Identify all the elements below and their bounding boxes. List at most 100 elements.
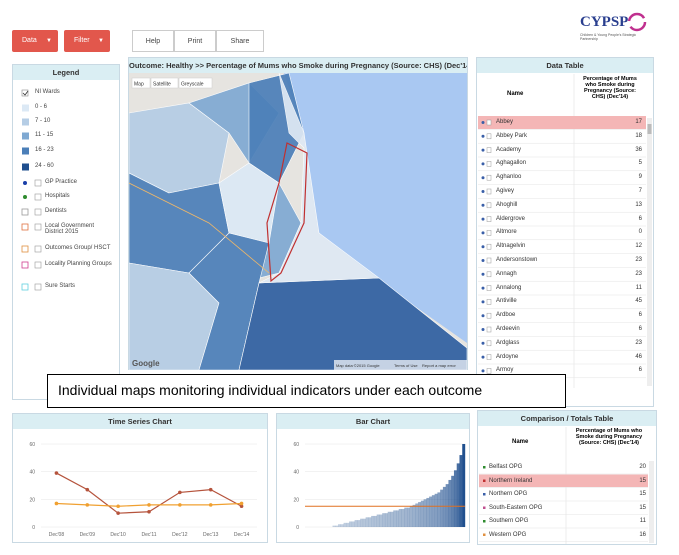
cell: South-Eastern OPG (489, 504, 543, 511)
cell: 15 (639, 491, 646, 497)
cell: Andersonstown (496, 257, 538, 263)
bar (362, 518, 366, 527)
scrollbar (649, 461, 654, 543)
x-tick-label: Dec'09 (80, 532, 96, 538)
svg (21, 89, 42, 291)
cell: Annalong (496, 284, 522, 291)
legend-label: 11 - 15 (35, 132, 54, 138)
row-icon (481, 134, 485, 138)
bar (335, 525, 339, 527)
cell: 9 (638, 174, 642, 181)
map-link: Report a map error (422, 363, 456, 368)
row-icon (481, 190, 485, 193)
checkbox (34, 283, 42, 291)
outline-swatch (21, 245, 29, 253)
legend-label: Outcomes Group/ HSCT (45, 245, 111, 251)
checkbox (34, 261, 42, 269)
cell: Aghagallon (496, 160, 527, 167)
row-icon (481, 203, 485, 207)
legend-label: 0 - 6 (35, 104, 48, 110)
cell: Belfast OPG (489, 464, 523, 470)
bar (340, 524, 344, 527)
bar-chart: Bar Chart 0 20 40 60 (276, 413, 470, 543)
bar (368, 517, 372, 527)
logo-title: CYPSP (580, 14, 629, 30)
point (239, 504, 244, 509)
bar (409, 506, 413, 527)
cell: 17 (635, 119, 642, 125)
row-icon (481, 148, 485, 152)
swatch (22, 118, 29, 126)
map-tab-label: Greyscale (181, 82, 204, 88)
row-icon (486, 188, 492, 195)
point (208, 503, 213, 507)
row-icon (486, 119, 492, 126)
toolbar-button[interactable]: Share (216, 30, 264, 52)
row-icon (486, 285, 492, 291)
cell: 23 (635, 257, 642, 263)
toolbar-button[interactable]: Help (132, 30, 174, 52)
checkbox (34, 245, 42, 253)
cell: Abbey (496, 119, 514, 125)
bar (462, 444, 466, 527)
row-icon (481, 341, 485, 345)
row-icon (486, 299, 492, 305)
bar (420, 500, 424, 527)
cell: 16 (639, 531, 646, 538)
legend-label: 16 - 23 (35, 147, 54, 153)
logo-subtitle: Children & Young People's Strategic Part… (580, 33, 637, 41)
comparison-panel: Comparison / Totals Table Name Percentage … (477, 410, 657, 545)
cell: Western OPG (489, 531, 527, 538)
toolbar-button[interactable]: Filter ▼ (64, 30, 110, 52)
bar (384, 513, 388, 527)
legend-label: 24 - 60 (35, 163, 54, 169)
row-highlight (478, 116, 646, 129)
y-tick-label: 40 (29, 470, 35, 476)
bar (404, 507, 408, 527)
cell: 12 (635, 243, 642, 250)
chart-title: Bar Chart (277, 414, 469, 429)
cell: 20 (639, 464, 646, 470)
cell: Ahoghill (496, 201, 518, 208)
row-icon (486, 161, 492, 167)
row-icon (481, 300, 485, 304)
cell: Academy (496, 146, 522, 153)
row-icon (483, 520, 486, 523)
legend-label: GP Practice (45, 179, 77, 185)
row-icon (483, 479, 486, 482)
svg: 0 20 40 60 Dec'08 Dec'09 Dec'10 Dec'11 Dec'12 Dec… (29, 442, 257, 538)
row-icon (481, 286, 485, 290)
row-icon (483, 506, 486, 509)
point (116, 511, 120, 515)
bar (451, 475, 455, 527)
cell: 6 (638, 312, 642, 319)
column-header: Name (507, 91, 524, 97)
cell: Ardglass (496, 339, 520, 346)
bar (387, 511, 391, 527)
cell: 36 (635, 146, 642, 153)
caption: Individual maps monitoring individual in… (47, 374, 566, 408)
bar (376, 514, 380, 527)
bar (456, 463, 460, 527)
point (85, 503, 90, 507)
point (178, 490, 182, 495)
cell: 46 (635, 353, 642, 360)
toolbar-button[interactable]: Data ▼ (12, 30, 58, 52)
comparison-title: Comparison / Totals Table (478, 411, 656, 426)
bar (351, 521, 355, 527)
bar (407, 507, 410, 527)
row-icon (481, 272, 485, 276)
toolbar-button[interactable]: Print (174, 30, 216, 52)
check (22, 90, 29, 96)
outline-swatch (21, 208, 29, 216)
bar (332, 525, 336, 527)
map-area (258, 73, 380, 284)
row-icon (481, 259, 485, 262)
row-icon (486, 133, 492, 140)
cell: Agivey (496, 188, 515, 194)
legend-title: Legend (13, 65, 119, 80)
row-icon (481, 162, 485, 166)
bar (426, 497, 430, 527)
x-tick-label: Dec'13 (203, 532, 219, 538)
